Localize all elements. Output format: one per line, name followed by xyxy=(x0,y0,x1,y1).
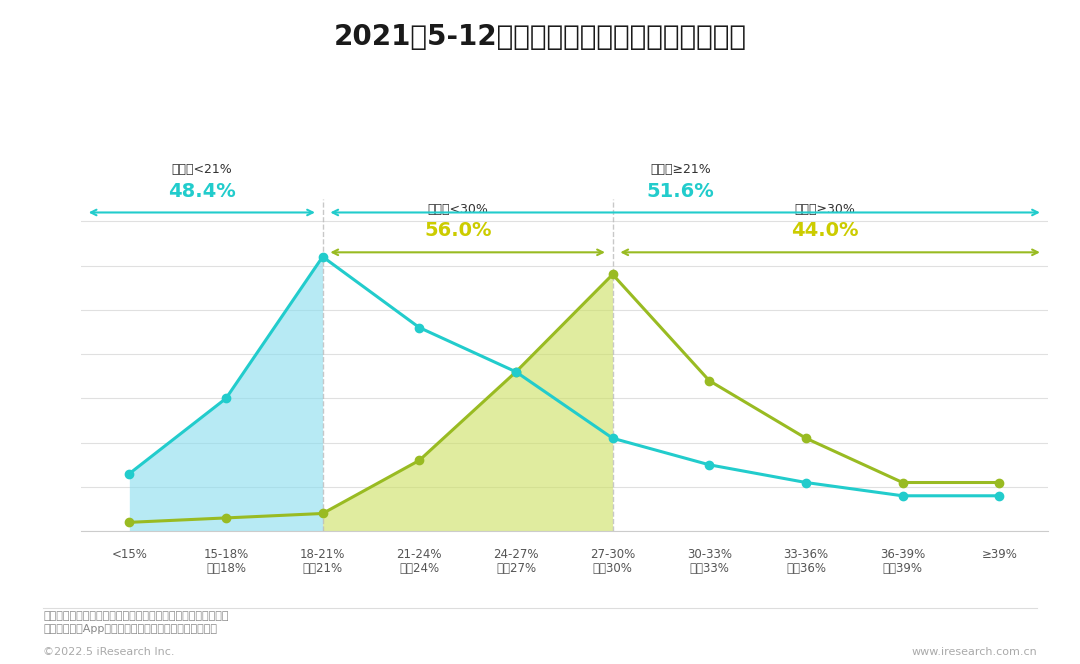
Text: 48.4%: 48.4% xyxy=(168,181,235,201)
男性体脂率  (%) xyxy=(703,461,716,469)
Text: 不含24%: 不含24% xyxy=(400,562,440,576)
女性体脂率(%) xyxy=(896,479,909,487)
Text: ©2022.5 iResearch Inc.: ©2022.5 iResearch Inc. xyxy=(43,647,175,657)
女性体脂率(%) xyxy=(799,434,812,442)
女性体脂率(%) xyxy=(606,270,619,278)
Line: 女性体脂率(%): 女性体脂率(%) xyxy=(125,270,1003,527)
女性体脂率(%) xyxy=(510,368,523,376)
Text: 27-30%: 27-30% xyxy=(590,548,635,561)
Text: 30-33%: 30-33% xyxy=(687,548,732,561)
Text: www.iresearch.com.cn: www.iresearch.com.cn xyxy=(912,647,1037,657)
Text: 不含36%: 不含36% xyxy=(786,562,826,576)
Text: 体脂率≥21%: 体脂率≥21% xyxy=(650,163,711,176)
Text: 24-27%: 24-27% xyxy=(494,548,539,561)
女性体脂率(%) xyxy=(993,479,1005,487)
女性体脂率(%) xyxy=(219,514,232,522)
女性体脂率(%) xyxy=(413,456,426,464)
Text: 体脂率<30%: 体脂率<30% xyxy=(428,203,488,216)
Text: 体脂率<21%: 体脂率<21% xyxy=(172,163,232,176)
男性体脂率  (%) xyxy=(606,434,619,442)
Text: 来源：由好轻App提供，艾瑞咨询研究院自主研究绘制。: 来源：由好轻App提供，艾瑞咨询研究院自主研究绘制。 xyxy=(43,624,217,634)
Text: 15-18%: 15-18% xyxy=(203,548,248,561)
男性体脂率  (%) xyxy=(219,394,232,402)
男性体脂率  (%) xyxy=(316,253,329,261)
Text: 44.0%: 44.0% xyxy=(792,221,859,240)
男性体脂率  (%) xyxy=(993,492,1005,500)
Text: 18-21%: 18-21% xyxy=(300,548,346,561)
男性体脂率  (%) xyxy=(510,368,523,376)
女性体脂率(%) xyxy=(123,519,136,527)
Text: 2021年5-12月云麦体脂秤活跃用户体脂率分布: 2021年5-12月云麦体脂秤活跃用户体脂率分布 xyxy=(334,23,746,51)
Text: 不含27%: 不含27% xyxy=(496,562,536,576)
Text: 不含21%: 不含21% xyxy=(302,562,342,576)
Text: 51.6%: 51.6% xyxy=(647,181,714,201)
男性体脂率  (%) xyxy=(896,492,909,500)
Text: 注释：活跃用户指一个月使用体脂秤测量体脂两次以上的用户。: 注释：活跃用户指一个月使用体脂秤测量体脂两次以上的用户。 xyxy=(43,611,229,621)
Text: <15%: <15% xyxy=(111,548,147,561)
Line: 男性体脂率  (%): 男性体脂率 (%) xyxy=(125,252,1003,500)
Text: 56.0%: 56.0% xyxy=(424,221,491,240)
Text: 不含18%: 不含18% xyxy=(206,562,246,576)
Text: 不含33%: 不含33% xyxy=(689,562,729,576)
Text: ≥39%: ≥39% xyxy=(982,548,1017,561)
Text: 21-24%: 21-24% xyxy=(396,548,442,561)
男性体脂率  (%) xyxy=(413,323,426,331)
Text: 36-39%: 36-39% xyxy=(880,548,926,561)
男性体脂率  (%) xyxy=(799,479,812,487)
Legend: 女性体脂率(%), 男性体脂率  (%): 女性体脂率(%), 男性体脂率 (%) xyxy=(401,662,728,664)
Text: 体脂率≥30%: 体脂率≥30% xyxy=(795,203,855,216)
男性体脂率  (%) xyxy=(123,469,136,477)
女性体脂率(%) xyxy=(703,376,716,384)
Text: 33-36%: 33-36% xyxy=(783,548,828,561)
女性体脂率(%) xyxy=(316,509,329,517)
Text: 不含30%: 不含30% xyxy=(593,562,633,576)
Text: 不含39%: 不含39% xyxy=(882,562,922,576)
